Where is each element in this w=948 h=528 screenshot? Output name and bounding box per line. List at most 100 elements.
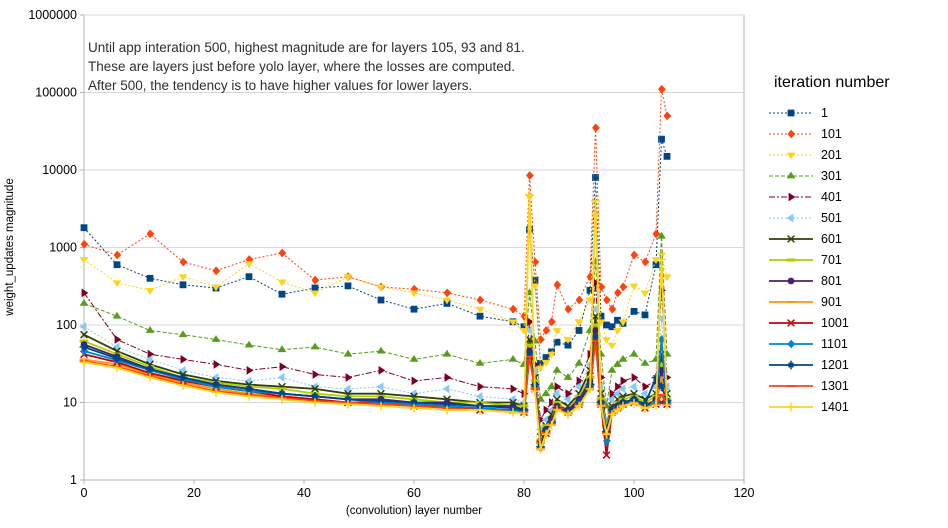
triangle-down-marker-icon [662, 274, 672, 282]
plus-marker-icon [244, 391, 254, 401]
triangle-left-marker-icon [442, 384, 450, 394]
square-marker-icon [377, 296, 385, 304]
triangle-right-marker-icon [147, 349, 155, 359]
plus-marker-icon [536, 444, 545, 454]
triangle-down-marker-icon [536, 365, 545, 373]
square-marker-icon [614, 316, 621, 324]
square-marker-icon [592, 174, 599, 181]
asterisk-marker-icon [310, 391, 320, 401]
triangle-up-marker-icon [244, 340, 254, 348]
plus-marker-icon [786, 402, 796, 411]
legend-label: 1001 [821, 315, 849, 330]
plus-marker-icon [79, 357, 89, 367]
legend-label: 101 [821, 126, 842, 141]
triangle-right-marker-icon [642, 382, 650, 392]
triangle-right-marker-icon [565, 389, 573, 399]
square-marker-icon [179, 281, 187, 289]
triangle-down-marker-icon [574, 319, 584, 327]
asterisk-marker-icon [651, 373, 661, 382]
plus-marker-icon [547, 420, 556, 430]
triangle-up-marker-icon [629, 349, 639, 357]
triangle-down-marker-icon [343, 274, 353, 282]
triangle-down-marker-icon [475, 306, 485, 314]
legend-item-1401: 1401 [768, 396, 944, 417]
x-tick-label: 0 [81, 486, 88, 500]
asterisk-marker-icon [79, 342, 89, 352]
legend-label: 601 [821, 231, 842, 246]
y-tick-label: 1 [70, 473, 77, 487]
triangle-down-marker-icon [409, 290, 419, 298]
asterisk-marker-icon [343, 394, 353, 404]
triangle-down-marker-icon [244, 261, 254, 268]
triangle-up-marker-icon [310, 342, 320, 350]
asterisk-marker-icon [277, 389, 287, 399]
plus-marker-icon [607, 410, 617, 419]
x-marker-icon [787, 234, 795, 243]
legend-item-1: 1 [768, 102, 944, 123]
triangle-right-marker-icon [213, 360, 221, 369]
diamond-marker-icon [787, 129, 796, 138]
square-marker-icon [410, 305, 418, 313]
triangle-left-marker-icon [79, 322, 87, 332]
triangle-up-marker-icon [541, 389, 551, 397]
triangle-up-marker-icon [657, 231, 666, 239]
square-marker-icon [113, 261, 121, 269]
square-marker-icon [146, 274, 154, 282]
square-marker-icon [278, 290, 286, 298]
triangle-up-marker-icon [178, 330, 188, 338]
legend-label: 801 [821, 273, 842, 288]
square-marker-icon [344, 282, 352, 290]
triangle-up-marker-icon [613, 360, 622, 367]
triangle-up-marker-icon [618, 354, 628, 362]
triangle-left-marker-icon [613, 389, 620, 399]
diamond-marker-icon [652, 229, 661, 239]
square-marker-icon [553, 338, 561, 346]
legend-item-401: 401 [768, 186, 944, 207]
plus-marker-icon [376, 401, 386, 411]
diamond-marker-icon [537, 335, 545, 344]
legend-sample [769, 360, 813, 369]
plus-marker-icon [145, 373, 155, 382]
triangle-right-marker-icon [444, 373, 452, 382]
triangle-down-marker-icon [629, 283, 639, 291]
diamond-marker-icon [542, 326, 551, 335]
triangle-down-marker-icon [613, 328, 622, 335]
triangle-up-marker-icon [547, 382, 556, 390]
triangle-right-marker-icon [81, 288, 89, 298]
plus-marker-icon [618, 401, 628, 411]
diamond-marker-icon [575, 295, 584, 305]
x-tick-label: 80 [517, 486, 531, 500]
diamond-marker-icon [212, 266, 221, 276]
triangle-right-marker-icon [527, 317, 534, 327]
triangle-down-marker-icon [541, 359, 551, 367]
square-marker-icon [652, 261, 660, 269]
diamond-marker-icon [603, 436, 611, 446]
diamond-marker-icon [614, 288, 622, 298]
x-axis-title: (convolution) layer number [345, 505, 483, 517]
y-tick-label: 10 [63, 396, 77, 410]
plus-marker-icon [442, 405, 452, 415]
triangle-right-marker-icon [114, 335, 122, 344]
square-marker-icon [476, 312, 484, 320]
diamond-marker-icon [311, 275, 320, 285]
hbar-marker-icon [552, 400, 562, 405]
triangle-right-marker-icon [631, 373, 639, 382]
legend-sample [769, 213, 813, 222]
x-tick-label: 40 [297, 486, 311, 500]
triangle-left-marker-icon [552, 389, 560, 399]
legend-sample [769, 384, 813, 387]
triangle-down-marker-icon [602, 337, 611, 344]
legend-sample [769, 109, 813, 116]
triangle-left-marker-icon [563, 394, 571, 404]
triangle-left-marker-icon [607, 394, 615, 404]
triangle-down-marker-icon [277, 279, 287, 287]
triangle-down-marker-icon [112, 280, 122, 288]
triangle-left-marker-icon [591, 304, 598, 314]
diamond-marker-icon [630, 250, 639, 260]
triangle-down-marker-icon [640, 290, 650, 298]
legend-item-301: 301 [768, 165, 944, 186]
triangle-right-marker-icon [620, 376, 628, 386]
diamond-marker-icon [564, 304, 573, 314]
legend-item-201: 201 [768, 144, 944, 165]
